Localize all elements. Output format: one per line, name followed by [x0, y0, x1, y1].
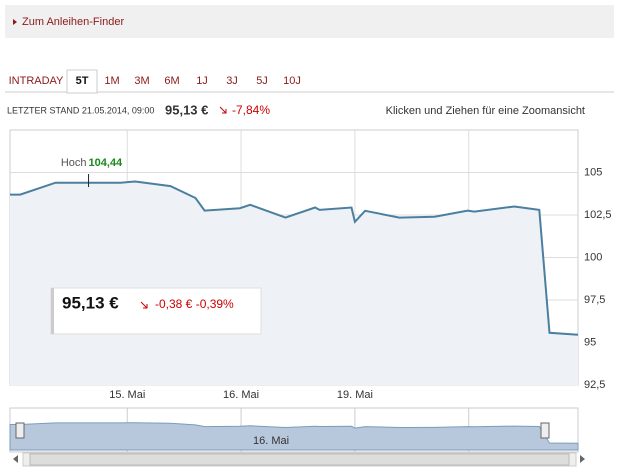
y-tick-label: 92,5 [584, 379, 605, 391]
scroll-thumb[interactable] [29, 453, 570, 466]
navigator-label: 16. Mai [253, 435, 289, 447]
tab[interactable]: 3M [134, 75, 149, 87]
line [10, 180, 579, 336]
tab[interactable]: 5T [76, 75, 89, 87]
tab[interactable]: INTRADAY [9, 75, 64, 87]
navigator-handle[interactable] [540, 422, 550, 439]
tab[interactable]: 1J [196, 75, 208, 87]
tooltip-edge [51, 288, 54, 334]
tab[interactable]: 5J [256, 75, 268, 87]
status-label: LETZTER STAND 21.05.2014, 09:00 [7, 105, 154, 115]
high-value: 104,44 [89, 157, 124, 169]
y-tick-label: 102,5 [584, 209, 612, 221]
y-tick-label: 97,5 [584, 294, 605, 306]
y-tick-label: 100 [584, 251, 602, 263]
navigator-handle[interactable] [15, 422, 25, 439]
tooltip-arrow [140, 301, 148, 309]
down-arrow [219, 106, 227, 114]
top-bar [5, 5, 614, 38]
y-tick-label: 105 [584, 166, 602, 178]
tab[interactable]: 10J [283, 75, 301, 87]
x-tick-label: 16. Mai [223, 389, 259, 401]
navigator-area [9, 422, 579, 451]
tab[interactable]: 3J [226, 75, 238, 87]
x-tick-label: 19. Mai [337, 389, 373, 401]
tab[interactable]: 6M [164, 75, 179, 87]
x-tick-label: 15. Mai [109, 389, 145, 401]
link-arrow [13, 19, 17, 25]
tooltip-change: -0,38 € -0,39% [155, 297, 234, 311]
y-tick-label: 95 [584, 336, 596, 348]
status-change: -7,84% [232, 103, 270, 117]
status-price: 95,13 € [165, 102, 208, 117]
finder-link[interactable]: Zum Anleihen-Finder [22, 16, 124, 28]
tab-active [66, 69, 98, 94]
zoom-hint: Klicken und Ziehen für eine Zoomansicht [386, 105, 585, 117]
tab[interactable]: 1M [104, 75, 119, 87]
high-label: Hoch [61, 157, 87, 169]
tooltip-price: 95,13 € [62, 293, 119, 312]
